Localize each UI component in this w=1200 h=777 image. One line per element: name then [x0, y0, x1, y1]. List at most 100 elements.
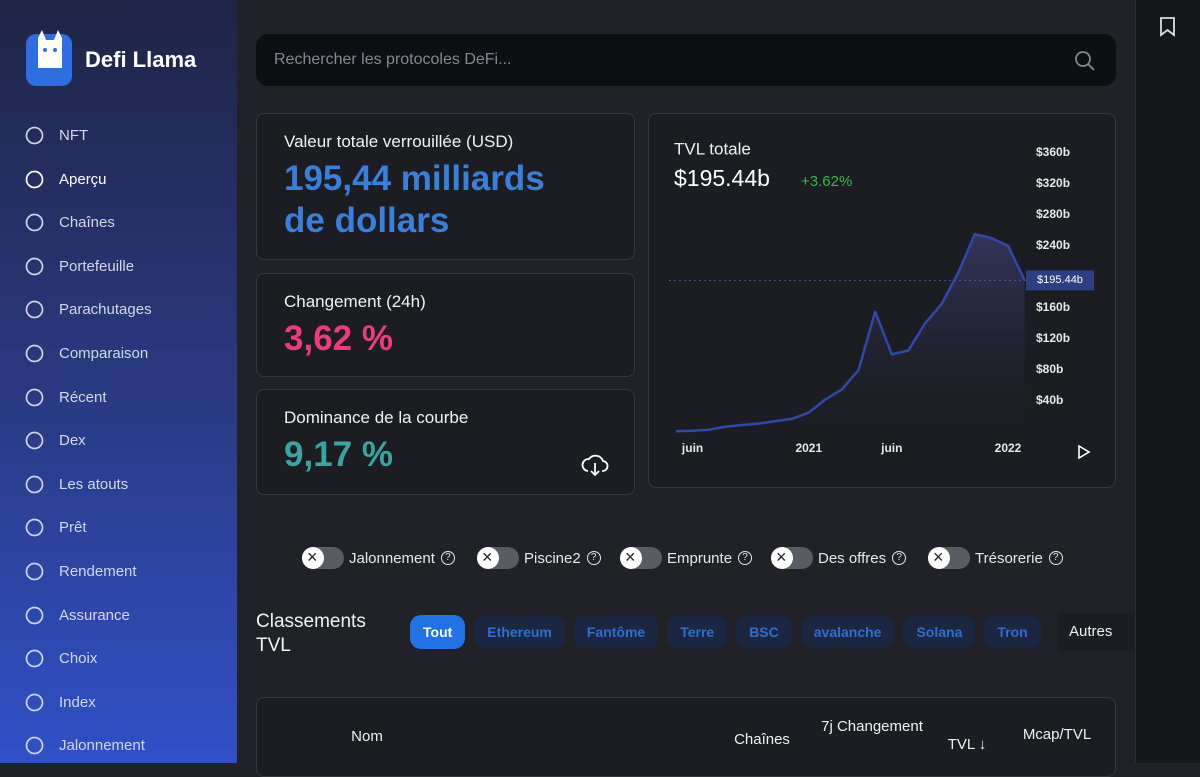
icon-shape — [25, 649, 44, 668]
nav-icon — [25, 475, 44, 494]
search-icon[interactable] — [1074, 50, 1096, 72]
nav-item[interactable]: Comparaison — [24, 343, 148, 364]
nav-item[interactable]: Récent — [24, 387, 107, 408]
stat-value: 9,17 % — [284, 435, 393, 474]
right-panel — [1135, 0, 1200, 763]
toggle[interactable]: Piscine2? — [477, 547, 601, 569]
toggle[interactable]: Emprunte? — [620, 547, 753, 569]
nav-item[interactable]: Les atouts — [24, 474, 128, 495]
stat-card: Changement (24h) 3,62 % — [256, 273, 635, 377]
nav-icon — [25, 737, 44, 755]
nav-item[interactable]: NFT — [24, 125, 88, 146]
nav-label: Chaînes — [59, 214, 115, 232]
nav-item[interactable]: Portefeuille — [24, 256, 134, 277]
tab[interactable]: Terre — [667, 615, 728, 649]
icon-shape — [25, 170, 44, 188]
tab[interactable]: BSC — [736, 615, 792, 649]
nav-label: Portefeuille — [59, 257, 135, 275]
y-tick-label: $120b — [1036, 331, 1070, 345]
chart: TVL totale $195.44b +3.62% $40b $80b $120b… — [669, 139, 1094, 460]
help-icon: ? — [1048, 551, 1063, 565]
nav-label: Aperçu — [59, 170, 107, 188]
tab[interactable]: Fantôme — [573, 615, 659, 649]
y-tick-label: $160b — [1036, 300, 1070, 314]
nav-label: Choix — [59, 650, 98, 668]
nav-item[interactable]: Aperçu — [24, 169, 107, 190]
rankings-title: Classements TVL — [256, 611, 366, 656]
tab[interactable]: Solana — [903, 615, 976, 649]
nav-icon — [25, 649, 44, 668]
column-header: Nom — [351, 728, 383, 745]
help-icon: ? — [892, 551, 907, 565]
icon-shape — [25, 344, 44, 363]
toggle-label: Emprunte — [667, 549, 733, 567]
nav-item[interactable]: Index — [24, 692, 96, 713]
nav-item[interactable]: Prêt — [24, 517, 87, 538]
nav-label: Dex — [59, 432, 86, 450]
search-bar[interactable]: Rechercher les protocoles DeFi... — [256, 34, 1116, 86]
toggle[interactable]: Des offres? — [771, 547, 907, 569]
toggle[interactable]: Trésorerie? — [928, 547, 1063, 569]
y-tick-label: $80b — [1036, 362, 1063, 376]
logo — [26, 30, 72, 86]
y-tick-label: $320b — [1036, 176, 1070, 190]
x-tick-label: juin — [681, 441, 703, 455]
chart-card: TVL totale $195.44b +3.62% $40b $80b $120b… — [648, 113, 1116, 488]
icon-shape — [25, 213, 44, 232]
switch[interactable] — [620, 547, 662, 569]
nav-label: Assurance — [59, 606, 130, 624]
help-icon: ? — [440, 551, 455, 565]
y-tick-label: $360b — [1036, 145, 1070, 159]
nav-label: Prêt — [59, 519, 87, 537]
toggle-label: Jalonnement — [349, 549, 435, 567]
switch[interactable] — [302, 547, 344, 569]
column-header: 7j Changement — [821, 718, 923, 735]
column-header: Chaînes — [734, 731, 790, 748]
nav-item[interactable]: Jalonnement — [24, 735, 145, 756]
bookmark-icon[interactable] — [1159, 16, 1177, 38]
nav-item[interactable]: Parachutages — [24, 299, 152, 320]
icon-shape — [25, 126, 44, 145]
toggle[interactable]: Jalonnement? — [302, 547, 455, 569]
toggle-label: Trésorerie — [975, 549, 1043, 567]
icon-shape — [25, 693, 44, 712]
nav-icon — [25, 693, 44, 712]
nav-icon — [25, 388, 44, 406]
icon-shape — [25, 606, 44, 624]
switch[interactable] — [771, 547, 813, 569]
stat-value: 195,44 milliards de dollars — [284, 159, 545, 240]
nav-item[interactable]: Dex — [24, 430, 86, 451]
brand: Defi Llama — [85, 47, 197, 72]
nav-icon — [25, 257, 44, 276]
nav-icon — [25, 126, 44, 145]
x-tick-label: 2022 — [995, 441, 1022, 455]
play-icon[interactable] — [1078, 444, 1091, 460]
nav-icon — [25, 301, 44, 319]
nav-icon — [25, 344, 44, 363]
more-tab[interactable]: Autres — [1058, 613, 1134, 651]
tab[interactable]: Tout — [410, 615, 466, 649]
column-header: Mcap/TVL — [1022, 726, 1092, 743]
stat-label: Dominance de la courbe — [284, 408, 469, 427]
tab[interactable]: avalanche — [800, 615, 895, 649]
y-tick-label: $40b — [1036, 393, 1063, 407]
nav-label: Index — [59, 693, 96, 711]
icon-shape — [25, 737, 44, 755]
current-box — [1026, 270, 1094, 291]
tab[interactable]: Tron — [984, 615, 1041, 649]
switch[interactable] — [477, 547, 519, 569]
nav-item[interactable]: Chaînes — [24, 212, 115, 233]
switch[interactable] — [928, 547, 970, 569]
column-header: TVL ↓ — [947, 736, 987, 753]
chart-headline: $195.44b — [674, 165, 770, 191]
icon-shape — [25, 475, 44, 494]
nav-item[interactable]: Choix — [24, 648, 97, 669]
nav-icon — [25, 562, 44, 581]
download-icon[interactable] — [581, 452, 609, 478]
nav-item[interactable]: Rendement — [24, 561, 137, 582]
nav-icon — [25, 213, 44, 232]
y-tick-label: $280b — [1036, 207, 1070, 221]
tab[interactable]: Ethereum — [474, 615, 565, 649]
nav-item[interactable]: Assurance — [24, 605, 130, 626]
nav-label: Comparaison — [59, 345, 149, 362]
